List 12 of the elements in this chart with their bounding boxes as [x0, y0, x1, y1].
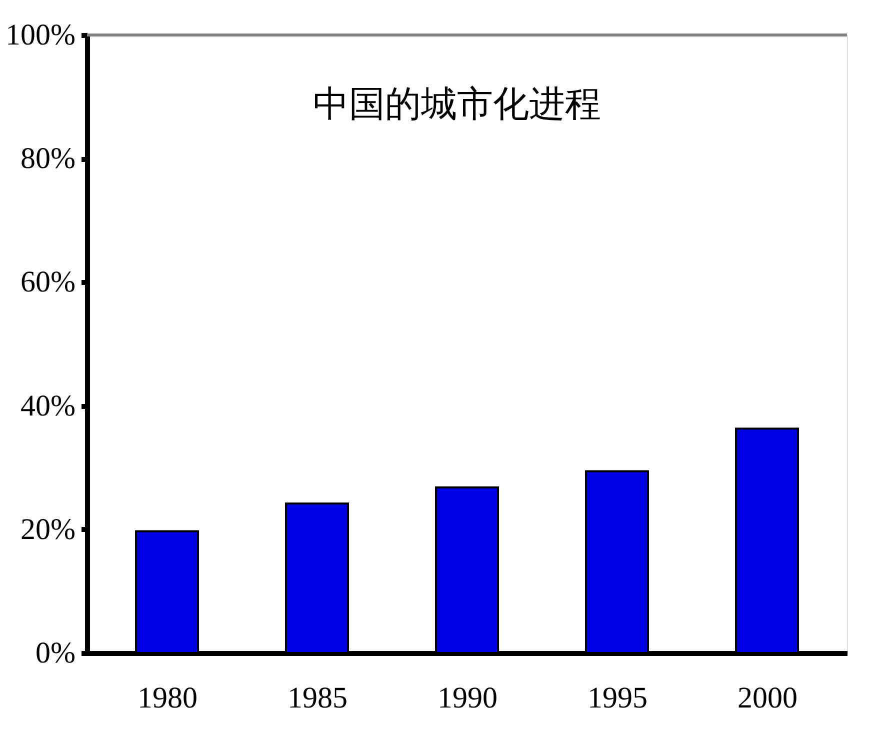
- x-tick-label: 2000: [738, 682, 798, 714]
- y-tick-label: 0%: [36, 636, 76, 670]
- y-tick-label: 20%: [20, 512, 76, 546]
- x-tick-label: 1990: [438, 682, 498, 714]
- y-tick-label: 60%: [20, 266, 76, 299]
- y-tick-label: 80%: [20, 142, 76, 176]
- text: 中国的城市化进程: [313, 84, 601, 125]
- x-tick-label: 1995: [588, 682, 648, 714]
- y-tick-label: 100%: [6, 18, 76, 52]
- x-tick-label: 1985: [288, 682, 348, 714]
- x-tick-label: 1980: [138, 682, 198, 714]
- y-tick-label: 40%: [20, 389, 76, 422]
